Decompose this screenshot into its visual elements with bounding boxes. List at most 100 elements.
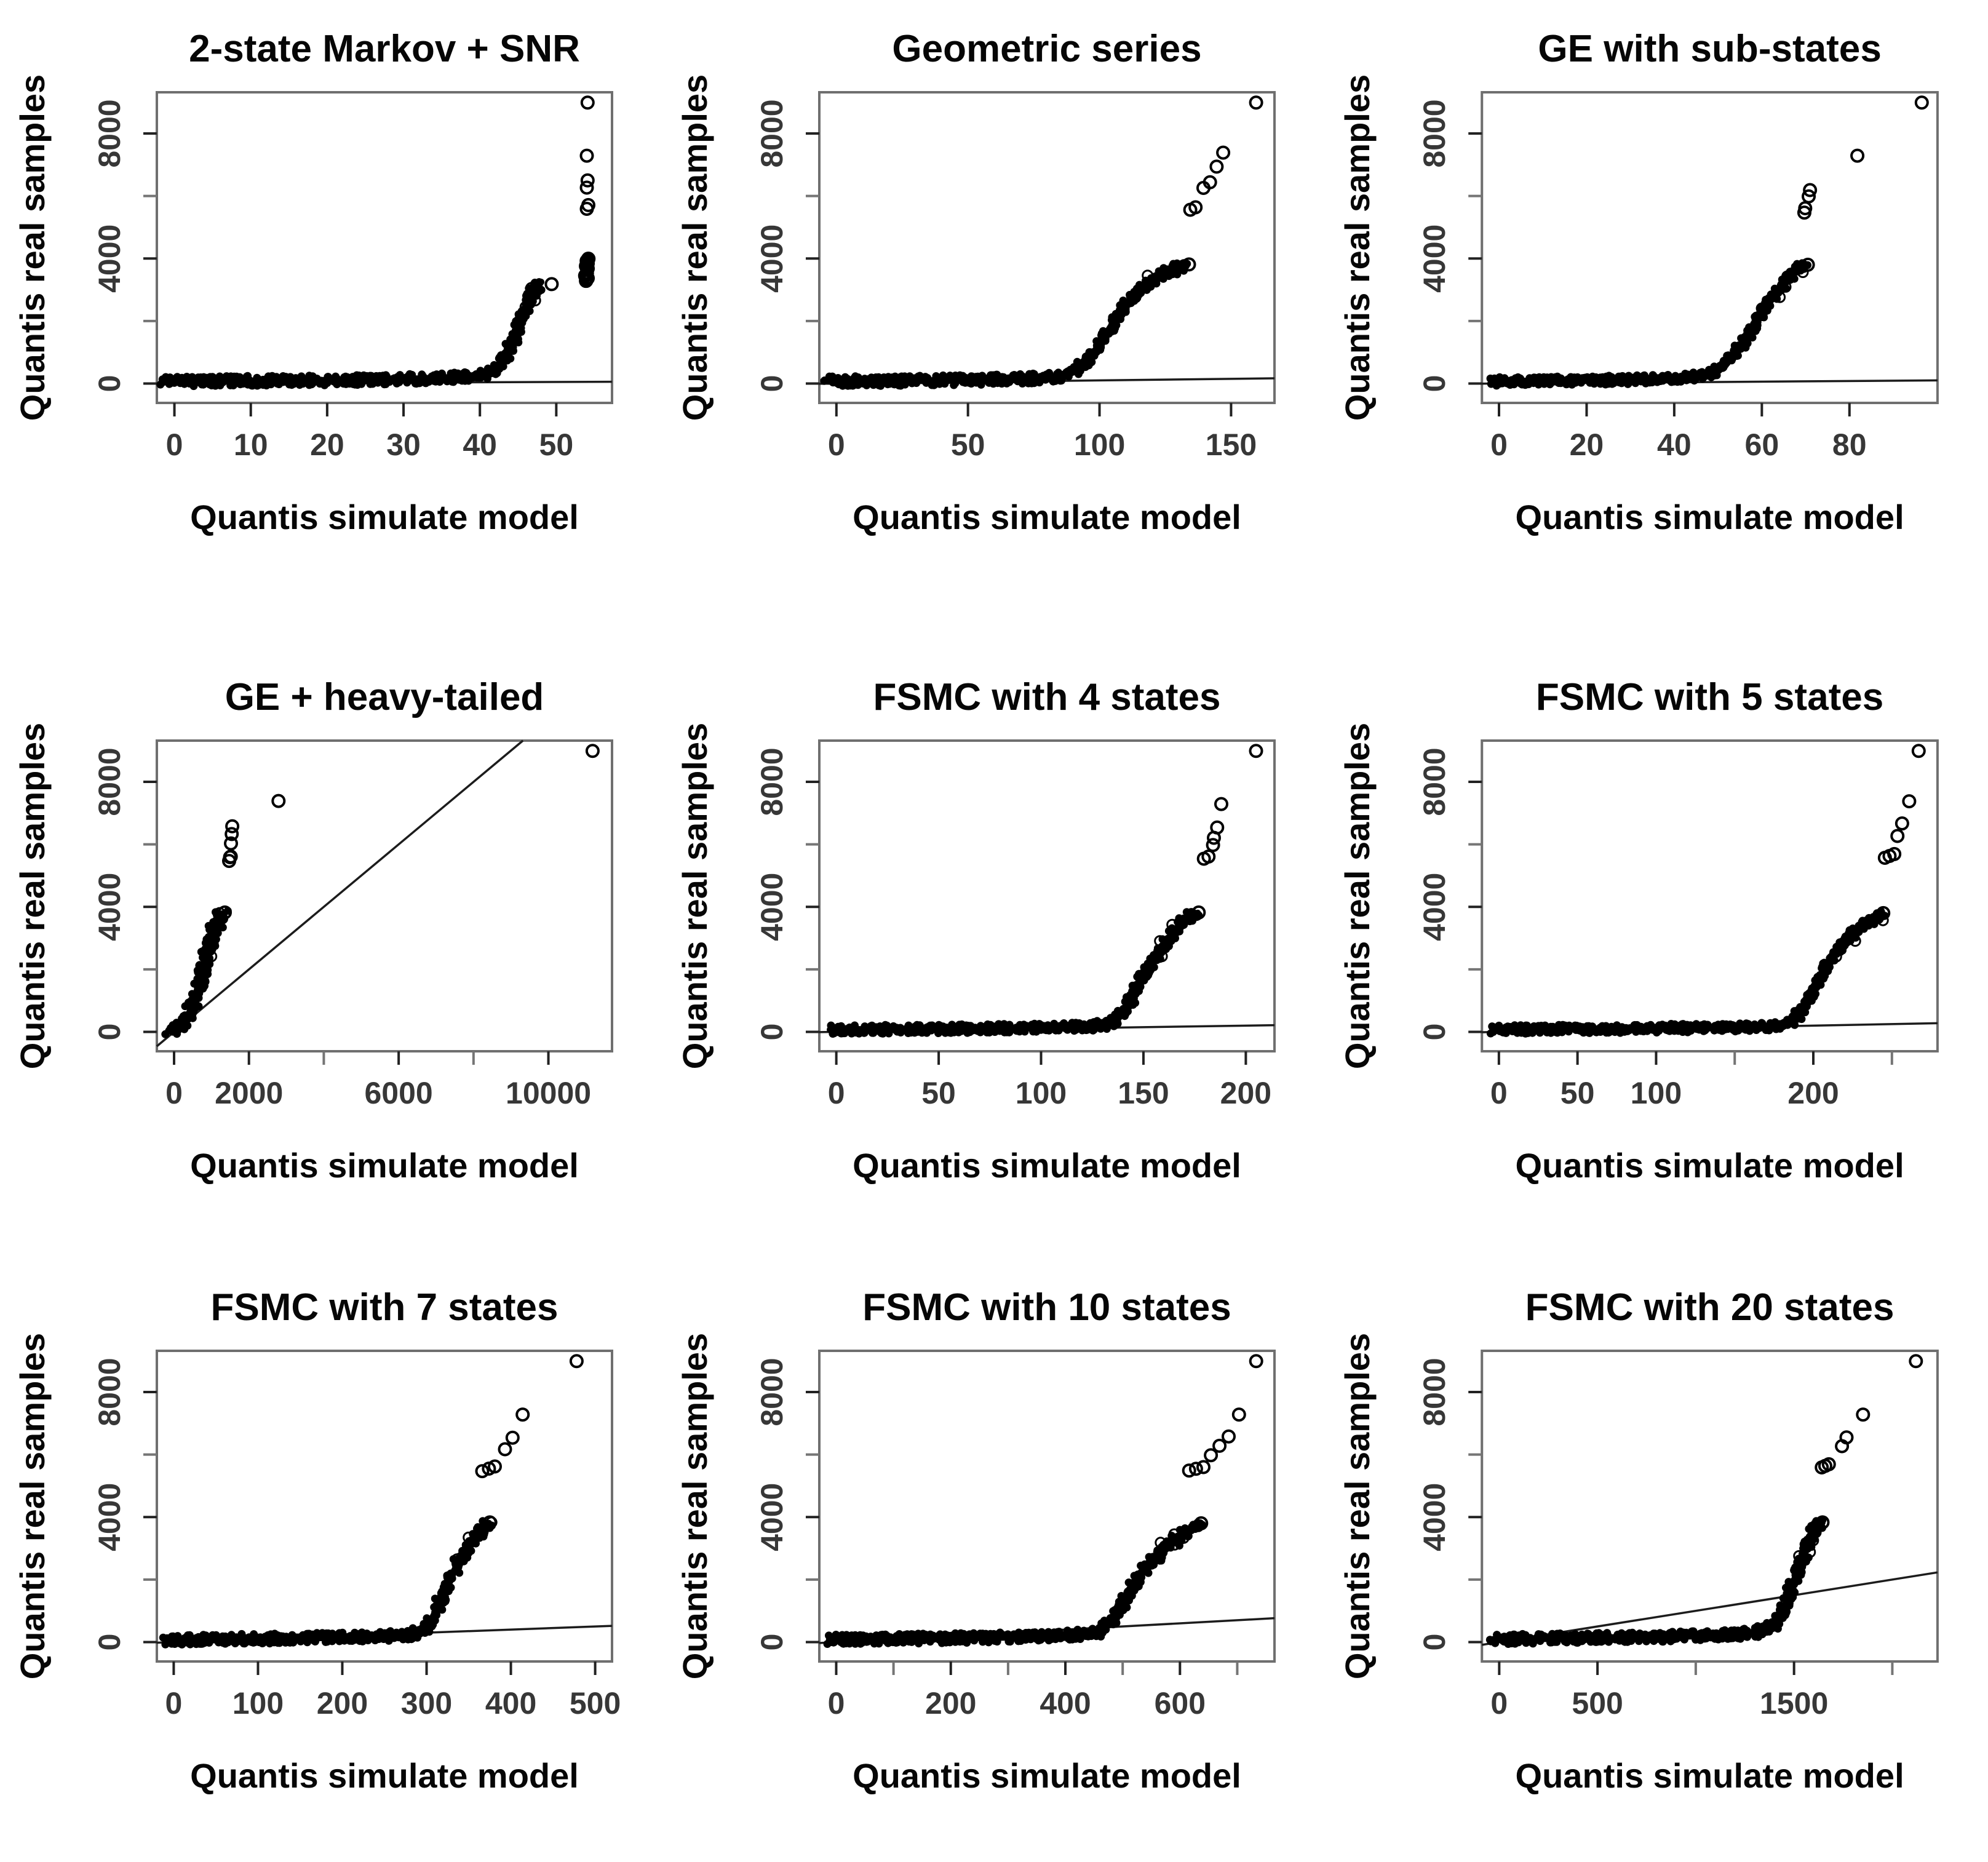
y-axis: 0 4000 8000: [755, 99, 819, 392]
y-tick-label: 0: [755, 1024, 789, 1041]
subplot-canvas-fsmc-with-20-states: FSMC with 20 states 0 4000 8000 0 500 1500 Quan…: [1338, 1286, 1939, 1795]
x-tick-label: 600: [1155, 1686, 1206, 1721]
plot-title: Geometric series: [892, 28, 1201, 70]
x-tick-label: 40: [1657, 428, 1692, 462]
y-axis: 0 4000 8000: [755, 747, 819, 1040]
scatter-points: [1486, 907, 1889, 1038]
outlier-points: [1876, 744, 1926, 920]
subplot-geometric-series: Geometric series 0 4000 8000 0 50 100 150 Quanti…: [662, 0, 1325, 621]
x-axis-label: Quantis simulate model: [190, 498, 579, 536]
x-tick-label: 10000: [506, 1076, 591, 1110]
scatter-grain-circles: [1118, 259, 1190, 316]
subplot-2-state-markov-snr: 2-state Markov + SNR 0 4000 8000 0 10 20 30 40 50…: [0, 0, 662, 621]
plot-title: 2-state Markov + SNR: [189, 28, 580, 70]
dense-cluster-points: [578, 252, 596, 288]
y-tick-label: 8000: [92, 1358, 127, 1426]
y-tick-label: 4000: [92, 225, 127, 293]
x-tick-label: 0: [1490, 1076, 1508, 1110]
plot-box: [156, 91, 613, 404]
y-tick-label: 4000: [1417, 1483, 1452, 1551]
subplot-canvas-ge-with-sub-states: GE with sub-states 0 4000 8000 0 20 40 60 80 Quan…: [1338, 28, 1939, 536]
x-tick-label: 200: [925, 1686, 976, 1721]
scatter-grain-circles: [519, 282, 541, 313]
y-tick-label: 4000: [1417, 225, 1452, 293]
y-tick-label: 8000: [1417, 1358, 1452, 1426]
subplot-canvas-fsmc-with-10-states: FSMC with 10 states 0 4000 8000 0 200 400 600 Qu…: [675, 1286, 1276, 1795]
scatter-points: [823, 1518, 1206, 1648]
x-axis-label: Quantis simulate model: [853, 498, 1241, 536]
y-tick-label: 4000: [755, 225, 789, 293]
outlier-points: [1797, 95, 1929, 272]
y-tick-label: 4000: [92, 1483, 127, 1551]
plot-title: GE with sub-states: [1538, 28, 1881, 70]
plot-box: [156, 1350, 613, 1663]
x-tick-label: 100: [1016, 1076, 1067, 1110]
x-tick-label: 0: [828, 428, 845, 462]
plot-title: FSMC with 4 states: [873, 676, 1221, 718]
y-axis-label: Quantis real samples: [1338, 723, 1377, 1069]
scatter-grain-circles: [1755, 266, 1809, 314]
x-tick-label: 150: [1206, 428, 1257, 462]
subplot-fsmc-with-20-states: FSMC with 20 states 0 4000 8000 0 500 1500 Quan…: [1325, 1241, 1988, 1862]
y-tick-label: 8000: [755, 1358, 789, 1426]
plot-title: FSMC with 7 states: [211, 1286, 559, 1329]
x-tick-label: 0: [1490, 1686, 1508, 1721]
y-axis-label: Quantis real samples: [1338, 74, 1377, 421]
y-tick-label: 0: [1417, 1634, 1452, 1651]
y-axis: 0 4000 8000: [92, 99, 157, 392]
x-axis: 0 20 40 60 80: [1490, 403, 1867, 462]
y-axis-label: Quantis real samples: [13, 723, 52, 1069]
x-axis: 0 500 1500: [1490, 1661, 1894, 1721]
x-axis: 0 200 400 600: [828, 1661, 1239, 1721]
x-tick-label: 20: [1570, 428, 1604, 462]
y-tick-label: 0: [755, 1634, 789, 1651]
subplot-fsmc-with-10-states: FSMC with 10 states 0 4000 8000 0 200 400 600 Qu…: [662, 1241, 1325, 1862]
subplot-canvas-fsmc-with-4-states: FSMC with 4 states 0 4000 8000 0 50 100 150 200 Q…: [675, 676, 1276, 1185]
x-tick-label: 0: [166, 428, 183, 462]
plot-title: GE + heavy-tailed: [225, 676, 544, 718]
plot-box: [1481, 1350, 1939, 1663]
x-tick-label: 500: [570, 1686, 621, 1721]
plot-box: [818, 739, 1276, 1052]
y-tick-label: 8000: [92, 747, 127, 816]
scatter-points: [156, 278, 546, 391]
reference-line: [156, 739, 524, 1048]
outlier-points: [1182, 95, 1263, 272]
x-tick-label: 80: [1832, 428, 1867, 462]
y-axis-label: Quantis real samples: [675, 723, 714, 1069]
x-axis-label: Quantis simulate model: [1515, 1756, 1904, 1795]
x-tick-label: 40: [463, 428, 497, 462]
y-tick-label: 0: [1417, 375, 1452, 392]
scatter-grain-circles: [1145, 1520, 1204, 1570]
x-tick-label: 100: [1631, 1076, 1682, 1110]
subplot-canvas-fsmc-with-5-states: FSMC with 5 states 0 4000 8000 0 50 100 200 Quan…: [1338, 676, 1939, 1185]
plot-title: FSMC with 5 states: [1536, 676, 1883, 718]
scatter-points: [827, 908, 1203, 1038]
x-tick-label: 300: [401, 1686, 452, 1721]
x-axis: 0 10 20 30 40 50: [166, 403, 573, 462]
y-tick-label: 0: [92, 1024, 127, 1041]
x-tick-label: 200: [1787, 1076, 1839, 1110]
plot-box: [1481, 739, 1939, 1052]
y-tick-label: 4000: [755, 1483, 789, 1551]
x-axis: 0 2000 6000 10000: [165, 1051, 591, 1110]
x-axis-label: Quantis simulate model: [853, 1146, 1241, 1185]
plot-box: [818, 1350, 1276, 1663]
x-axis-label: Quantis simulate model: [1515, 498, 1904, 536]
x-tick-label: 2000: [215, 1076, 283, 1110]
x-tick-label: 50: [951, 428, 985, 462]
y-tick-label: 8000: [92, 99, 127, 167]
subplot-ge-with-sub-states: GE with sub-states 0 4000 8000 0 20 40 60 80 Quan…: [1325, 0, 1988, 621]
x-tick-label: 200: [1220, 1076, 1271, 1110]
y-axis: 0 4000 8000: [1417, 1358, 1482, 1650]
scatter-points: [1486, 259, 1812, 390]
scatter-points: [820, 259, 1191, 390]
y-axis-label: Quantis real samples: [13, 1333, 52, 1679]
subplot-fsmc-with-5-states: FSMC with 5 states 0 4000 8000 0 50 100 200 Quan…: [1325, 621, 1988, 1241]
outlier-points: [544, 95, 595, 292]
x-tick-label: 200: [317, 1686, 368, 1721]
y-axis-label: Quantis real samples: [675, 74, 714, 421]
x-tick-label: 150: [1118, 1076, 1169, 1110]
y-tick-label: 0: [755, 375, 789, 392]
y-tick-label: 8000: [1417, 747, 1452, 816]
